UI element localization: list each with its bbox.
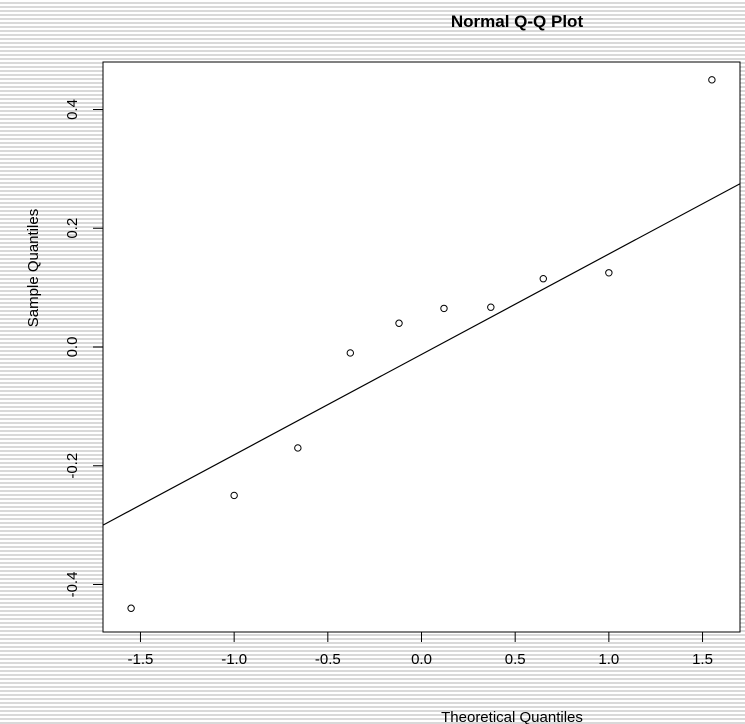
y-tick-label: 0.2 bbox=[64, 218, 81, 239]
x-axis: -1.5 -1.0 -0.5 0.0 0.5 1.0 1.5 bbox=[128, 632, 713, 668]
data-point bbox=[708, 76, 716, 84]
x-tick-label: -0.5 bbox=[315, 651, 341, 668]
x-axis-label: Theoretical Quantiles bbox=[441, 709, 583, 724]
data-point bbox=[294, 444, 302, 452]
data-points bbox=[127, 76, 716, 612]
data-point bbox=[440, 304, 448, 313]
y-tick-label: -0.2 bbox=[64, 453, 81, 479]
x-tick-label: 0.5 bbox=[505, 651, 526, 668]
y-tick-label: -0.4 bbox=[64, 572, 81, 598]
y-tick-label: 0.4 bbox=[64, 99, 81, 120]
x-tick-label: 1.0 bbox=[598, 651, 619, 668]
y-axis: -0.4 -0.2 0.0 0.2 0.4 bbox=[64, 99, 103, 597]
x-tick-label: -1.0 bbox=[221, 651, 247, 668]
data-point bbox=[127, 604, 135, 612]
x-tick-label: 0.0 bbox=[411, 651, 432, 668]
data-point bbox=[230, 491, 238, 500]
data-point bbox=[395, 319, 403, 327]
reference-line bbox=[103, 183, 740, 526]
y-tick-label: 0.0 bbox=[64, 337, 81, 358]
data-point bbox=[346, 349, 355, 357]
plot-frame bbox=[102, 61, 741, 633]
data-point bbox=[539, 275, 547, 283]
data-point bbox=[487, 303, 495, 311]
data-point bbox=[605, 269, 613, 277]
x-tick-label: -1.5 bbox=[128, 651, 154, 668]
y-axis-label: Sample Quantiles bbox=[25, 209, 42, 327]
x-tick-label: 1.5 bbox=[692, 651, 713, 668]
chart-title: Normal Q-Q Plot bbox=[451, 12, 584, 31]
